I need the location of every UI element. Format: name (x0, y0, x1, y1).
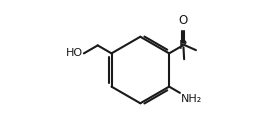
Text: NH₂: NH₂ (181, 94, 202, 104)
Text: HO: HO (66, 48, 83, 58)
Text: P: P (179, 39, 187, 52)
Text: O: O (178, 14, 187, 27)
